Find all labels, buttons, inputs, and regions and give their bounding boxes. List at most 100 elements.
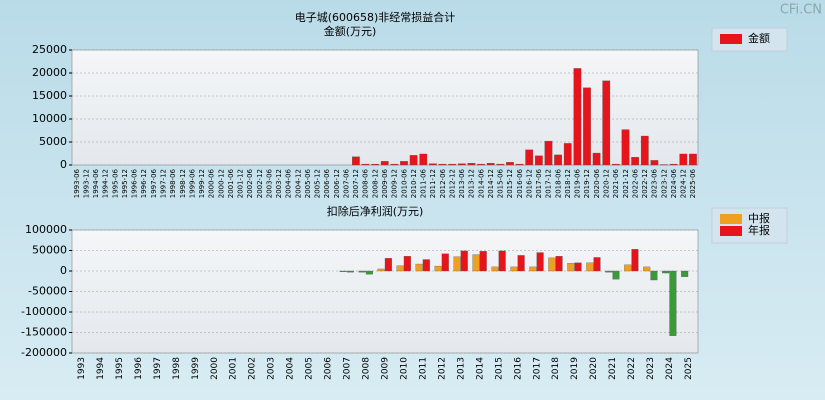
x-tick-label: 2001-06 <box>227 168 235 198</box>
bar <box>467 163 476 166</box>
x-tick-label: 1999 <box>191 357 201 380</box>
bar <box>517 255 525 272</box>
x-tick-label: 1995-12 <box>121 169 129 198</box>
bar <box>377 268 385 272</box>
bar <box>534 155 543 166</box>
legend-label: 中报 <box>748 211 770 225</box>
bar <box>434 265 442 272</box>
bar <box>555 256 563 272</box>
x-tick-label: 1999-06 <box>188 168 196 198</box>
x-tick-label: 2001-12 <box>237 169 245 198</box>
bar <box>400 161 408 166</box>
bar <box>554 154 562 166</box>
y-tick-label: -200000 <box>21 346 67 359</box>
bar <box>365 270 373 275</box>
x-tick-label: 1997 <box>153 357 163 380</box>
y-tick-label: -50000 <box>28 285 67 298</box>
x-tick-label: 1995 <box>115 357 125 380</box>
chart-title: 扣除后净利润(万元) <box>327 204 424 218</box>
bar <box>361 163 370 166</box>
y-tick-label: -100000 <box>21 305 67 318</box>
x-tick-label: 1997-06 <box>150 168 158 198</box>
bar <box>605 270 613 273</box>
x-tick-label: 2006 <box>324 357 334 380</box>
bar <box>643 266 651 272</box>
x-tick-label: 1994-06 <box>92 168 100 198</box>
x-tick-label: 1998 <box>172 357 182 380</box>
bar <box>586 262 594 272</box>
x-tick-label: 2017-06 <box>535 168 543 198</box>
bar <box>390 163 399 166</box>
bar <box>525 149 534 166</box>
bar <box>409 155 418 166</box>
bar <box>429 163 437 166</box>
x-tick-label: 2011-12 <box>429 169 437 198</box>
x-tick-label: 2025-06 <box>689 168 697 198</box>
bar <box>453 256 461 272</box>
bar <box>438 163 447 166</box>
x-tick-label: 2024-06 <box>670 168 678 198</box>
x-tick-label: 1996-12 <box>140 169 148 198</box>
bar <box>536 252 544 272</box>
x-tick-label: 2007 <box>343 357 353 380</box>
bar <box>612 163 620 166</box>
x-tick-label: 2008-12 <box>371 169 379 198</box>
x-tick-label: 2002 <box>248 357 258 380</box>
bar <box>498 250 506 272</box>
x-tick-label: 2022-12 <box>641 169 649 198</box>
x-tick-label: 2003-12 <box>275 169 283 198</box>
bar <box>496 163 505 166</box>
bar <box>380 161 389 166</box>
y-tick-label: 15000 <box>32 89 67 102</box>
bar <box>544 140 553 166</box>
x-tick-label: 2004-06 <box>285 168 293 198</box>
x-tick-label: 2022 <box>627 357 637 380</box>
bar <box>460 250 468 272</box>
x-tick-label: 2015-12 <box>506 169 514 198</box>
bar <box>339 270 347 272</box>
x-tick-label: 2012 <box>437 357 447 380</box>
chart-title: 电子城(600658)非经常损益合计 <box>295 10 456 24</box>
x-tick-label: 2018-06 <box>554 168 562 198</box>
bar <box>415 263 423 272</box>
x-tick-label: 2020 <box>589 357 599 380</box>
watermark: CFi.CN <box>780 3 822 18</box>
x-tick-label: 2015 <box>494 357 504 380</box>
bar <box>346 270 354 273</box>
bar <box>640 135 649 166</box>
x-tick-label: 2011 <box>418 357 428 380</box>
x-tick-label: 2024-12 <box>680 169 688 198</box>
bar <box>574 262 582 272</box>
x-tick-label: 1993-06 <box>73 168 81 198</box>
x-tick-label: 2007-06 <box>342 168 350 198</box>
legend-box <box>711 207 788 244</box>
y-tick-label: 10000 <box>32 112 67 125</box>
bar <box>510 266 518 272</box>
x-tick-label: 2014-06 <box>477 168 485 198</box>
y-axis-label: 金额(万元) <box>324 24 377 38</box>
bar <box>689 153 697 166</box>
bar <box>506 162 514 166</box>
bar <box>472 254 480 272</box>
x-tick-label: 2003 <box>267 357 277 380</box>
x-tick-label: 2019 <box>570 357 580 380</box>
x-tick-label: 2021-06 <box>612 168 620 198</box>
x-tick-label: 2020-06 <box>593 168 601 198</box>
x-tick-label: 2003-06 <box>265 168 273 198</box>
x-tick-label: 2005 <box>305 357 315 380</box>
x-tick-label: 2024 <box>665 357 675 380</box>
x-tick-label: 2017 <box>532 357 542 380</box>
x-tick-label: 1996 <box>134 357 144 380</box>
bar <box>396 265 404 272</box>
x-tick-label: 2004 <box>286 357 296 380</box>
x-tick-label: 1998-12 <box>179 169 187 198</box>
bar <box>479 251 487 272</box>
x-tick-label: 2020-12 <box>603 169 611 198</box>
x-tick-label: 2019-12 <box>583 169 591 198</box>
x-tick-label: 2006-06 <box>323 168 331 198</box>
x-tick-label: 2010-06 <box>400 168 408 198</box>
x-tick-label: 2013-06 <box>458 168 466 198</box>
x-tick-label: 2017-12 <box>545 169 553 198</box>
bar <box>681 270 689 277</box>
